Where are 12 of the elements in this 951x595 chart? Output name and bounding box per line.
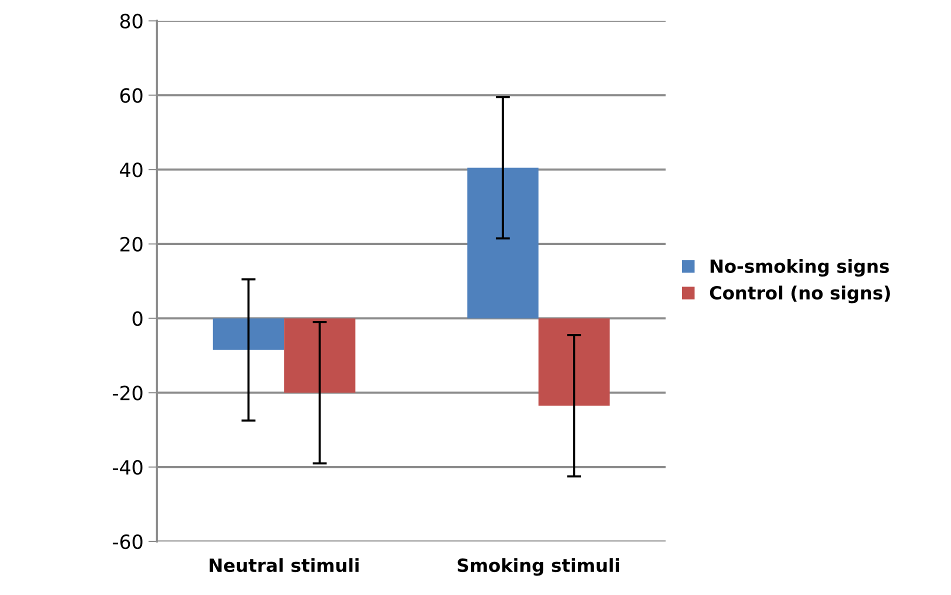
y-tick-label: 60 bbox=[120, 88, 142, 103]
y-tick-label: -60 bbox=[112, 534, 142, 550]
legend-label: No-smoking signs bbox=[710, 259, 889, 277]
x-tick-label: Neutral stimuli bbox=[210, 558, 359, 572]
y-tick-label: -40 bbox=[112, 460, 142, 475]
y-tick-label: 0 bbox=[132, 311, 142, 326]
legend-label: Control (no signs) bbox=[710, 286, 890, 304]
y-tick-label: 40 bbox=[120, 162, 142, 178]
y-tick-label: 80 bbox=[120, 14, 142, 28]
y-tick-label: -20 bbox=[112, 386, 142, 400]
y-tick-label: 20 bbox=[120, 236, 142, 252]
x-tick-label: Smoking stimuli bbox=[458, 558, 620, 576]
